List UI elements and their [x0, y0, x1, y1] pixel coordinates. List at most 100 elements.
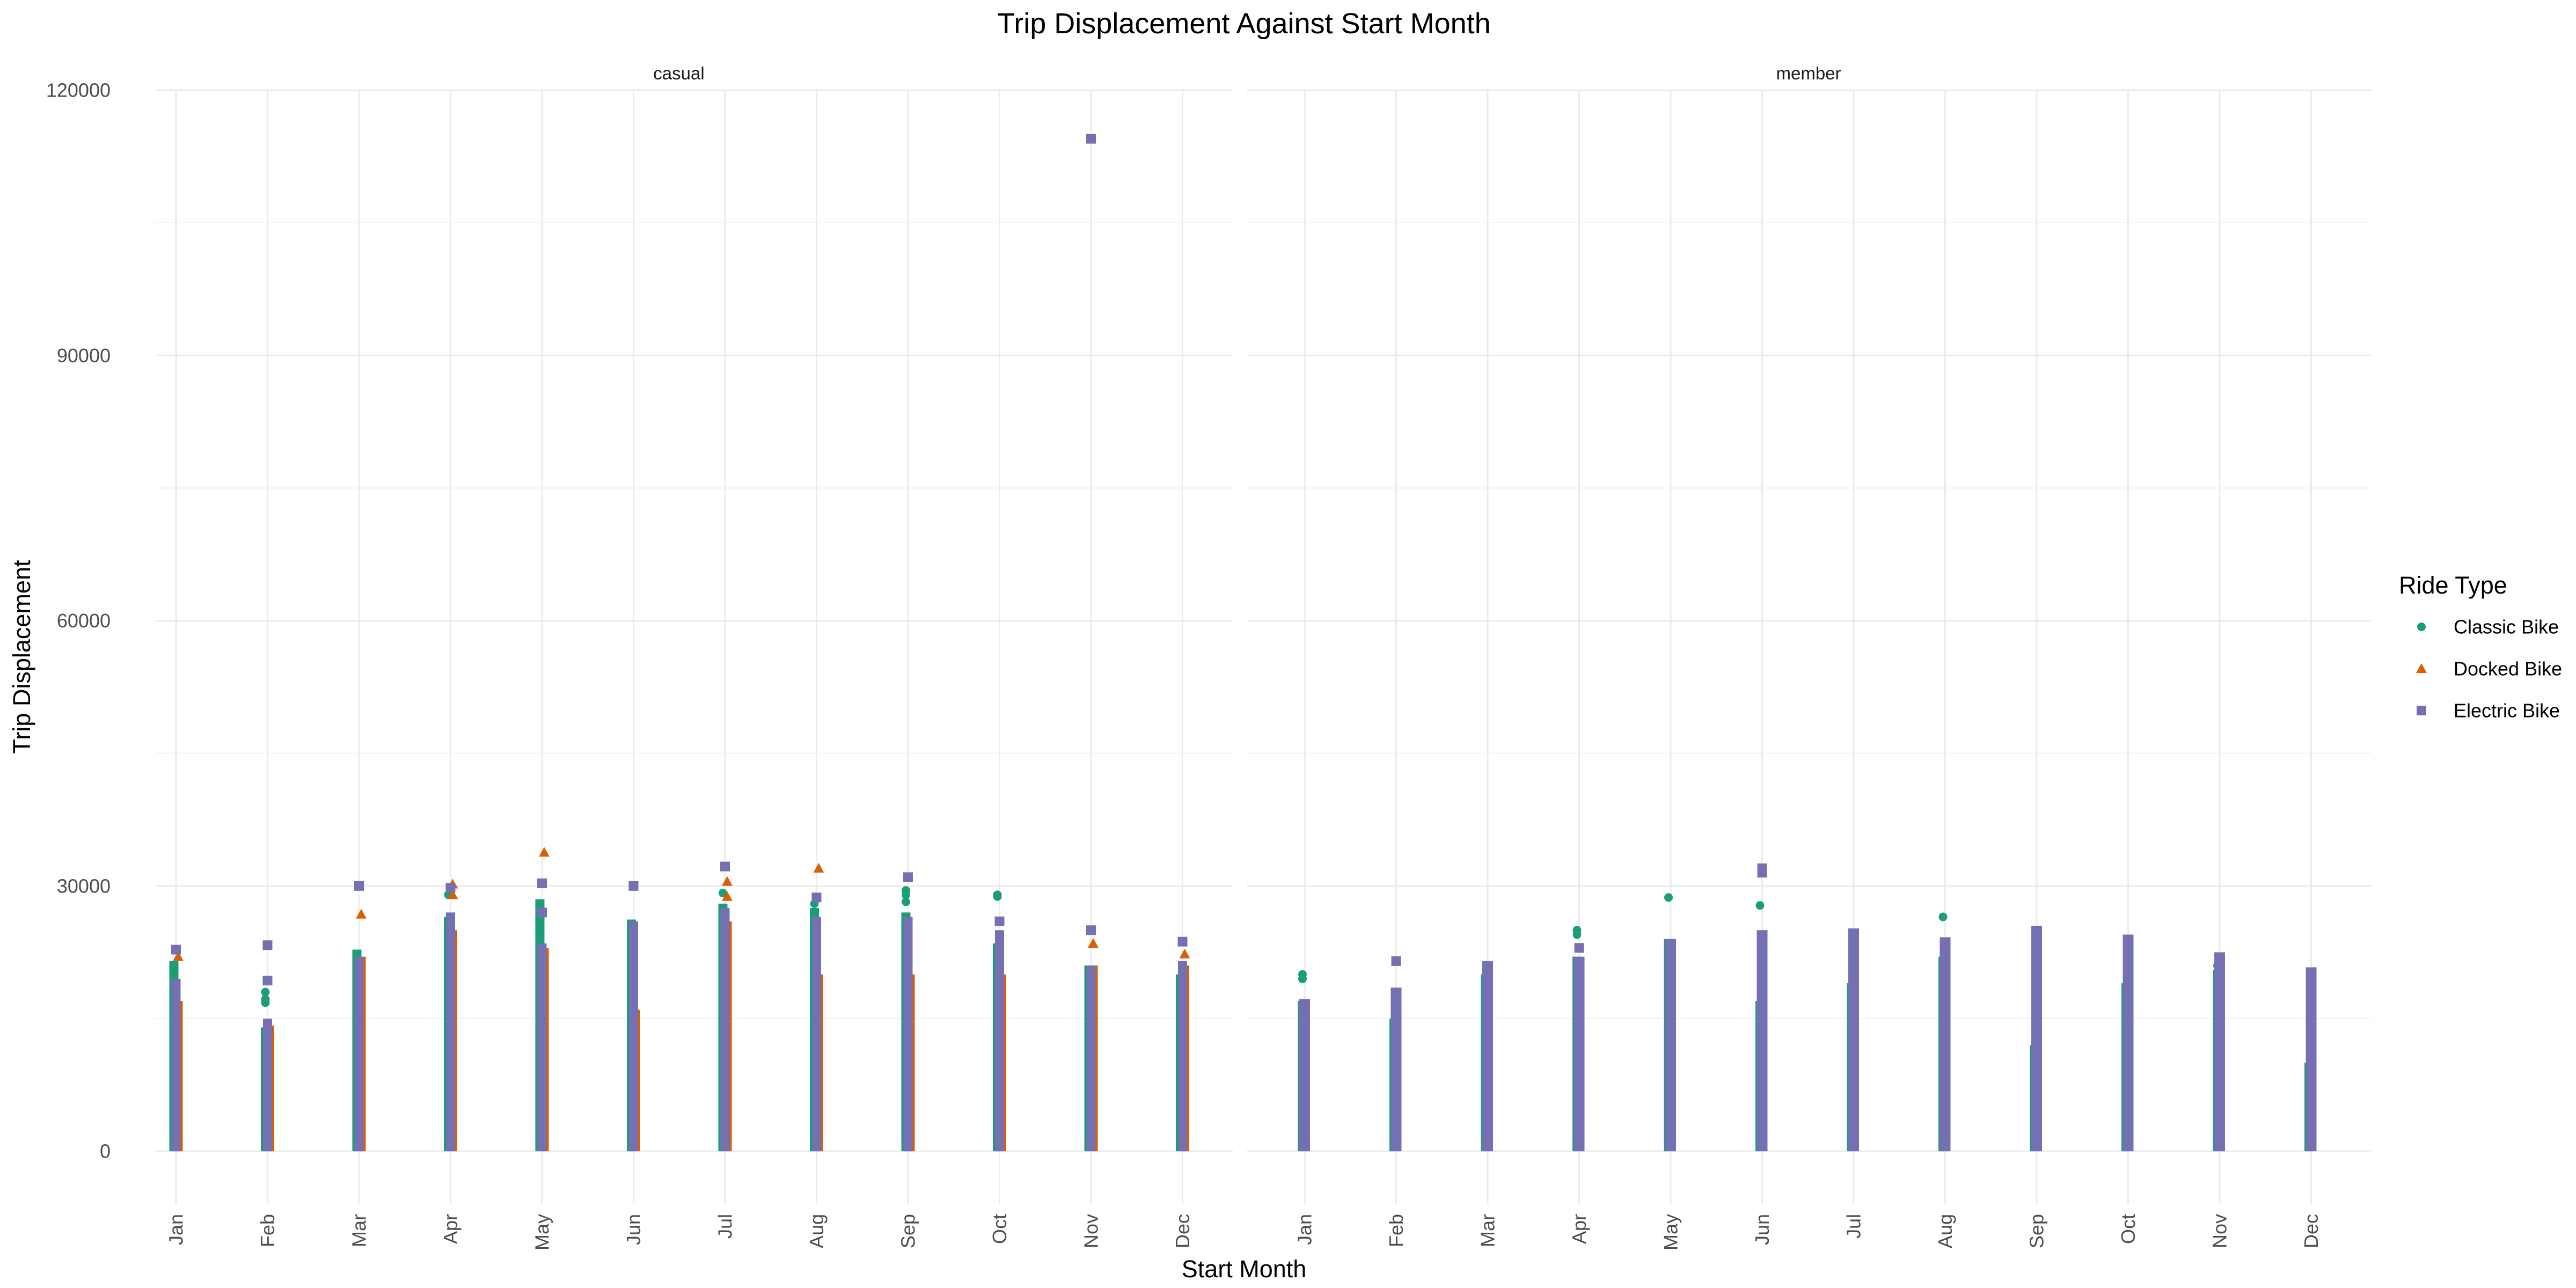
point-column-casual-electric-bike-jun	[629, 921, 638, 1152]
y-tick-label-60000: 60000	[57, 610, 111, 632]
point-casual-electric-bike-sep-0	[903, 872, 913, 882]
point-column-casual-electric-bike-may	[537, 943, 547, 1152]
point-column-member-electric-bike-jan	[1299, 999, 1310, 1152]
point-column-member-electric-bike-aug	[1940, 937, 1951, 1152]
point-casual-electric-bike-nov-1	[1086, 925, 1096, 935]
point-casual-docked-bike-jul-0	[722, 876, 733, 886]
point-casual-docked-bike-mar-0	[356, 909, 367, 919]
x-tick-label-nov: Nov	[2209, 1214, 2231, 1248]
point-casual-electric-bike-dec-0	[1177, 936, 1188, 947]
x-tick-label-aug: Aug	[1934, 1214, 1956, 1248]
point-casual-classic-bike-sep-2	[902, 897, 910, 906]
point-column-casual-electric-bike-jul	[720, 908, 730, 1152]
facet-label-member: member	[1776, 63, 1841, 83]
x-tick-label-jul: Jul	[1843, 1214, 1865, 1239]
y-axis-title: Trip Displacement	[8, 560, 35, 753]
facet-casual-panel: casual Jan Feb Mar Apr May Jun Jul Aug Sep Oct Nov…	[156, 63, 1233, 1250]
point-casual-electric-bike-aug-0	[811, 892, 822, 903]
point-column-casual-electric-bike-mar	[354, 956, 364, 1152]
grid-casual	[156, 89, 1233, 1204]
point-casual-electric-bike-apr-0	[445, 883, 456, 893]
x-tick-label-dec: Dec	[2300, 1214, 2322, 1248]
x-tick-label-aug: Aug	[806, 1214, 828, 1248]
x-tick-label-jul: Jul	[714, 1214, 736, 1239]
point-casual-classic-bike-feb-0	[261, 987, 270, 997]
x-tick-label-jun: Jun	[623, 1214, 645, 1245]
point-casual-docked-bike-dec-0	[1179, 948, 1190, 958]
point-member-classic-bike-aug-0	[1938, 912, 1948, 921]
point-column-member-electric-bike-dec	[2306, 967, 2317, 1152]
facet-label-casual: casual	[653, 63, 704, 83]
y-tick-label-0: 0	[100, 1140, 111, 1162]
point-casual-classic-bike-sep-1	[902, 890, 910, 899]
point-casual-classic-bike-oct-1	[993, 890, 1002, 899]
point-member-classic-bike-jun-0	[1755, 901, 1765, 910]
x-tick-label-may: May	[1660, 1214, 1682, 1250]
legend-label-electric-bike: Electric Bike	[2454, 700, 2560, 722]
x-tick-label-mar: Mar	[1477, 1214, 1499, 1247]
legend-label-docked-bike: Docked Bike	[2454, 658, 2562, 680]
point-casual-electric-bike-mar-0	[354, 881, 364, 891]
point-casual-docked-bike-may-0	[539, 847, 550, 857]
point-member-electric-bike-apr-0	[1574, 943, 1584, 953]
x-tick-label-sep: Sep	[897, 1214, 919, 1248]
point-column-member-electric-bike-jun	[1757, 930, 1768, 1152]
point-column-member-electric-bike-may	[1665, 939, 1676, 1152]
point-column-casual-electric-bike-nov	[1086, 965, 1096, 1152]
legend-title: Ride Type	[2399, 572, 2507, 599]
point-casual-electric-bike-jun-0	[628, 881, 639, 891]
y-tick-label-120000: 120000	[46, 79, 111, 101]
x-tick-label-oct: Oct	[2117, 1214, 2139, 1244]
point-column-member-electric-bike-oct	[2123, 934, 2134, 1152]
x-tick-label-apr: Apr	[1568, 1214, 1590, 1244]
x-tick-label-oct: Oct	[989, 1214, 1011, 1244]
point-casual-classic-bike-jan-0	[170, 965, 178, 975]
point-casual-docked-bike-jul-1	[722, 891, 733, 901]
point-column-casual-electric-bike-apr	[446, 912, 455, 1152]
point-casual-docked-bike-apr-1	[447, 889, 458, 899]
point-casual-classic-bike-may-0	[536, 899, 544, 908]
legend-key-docked-bike	[2416, 663, 2427, 673]
legend-label-classic-bike: Classic Bike	[2454, 616, 2559, 638]
point-casual-classic-bike-feb-2	[261, 998, 270, 1007]
legend-key-electric-bike	[2417, 706, 2426, 715]
legend: Ride Type Classic Bike Docked Bike Electri…	[2399, 572, 2562, 722]
legend-key-classic-bike	[2417, 623, 2426, 631]
point-casual-electric-bike-oct-0	[994, 916, 1005, 926]
points-casual	[169, 134, 1190, 1152]
grid-member	[1247, 89, 2371, 1204]
point-casual-electric-bike-jan-0	[171, 945, 181, 955]
point-casual-docked-bike-aug-0	[813, 862, 824, 873]
point-column-casual-electric-bike-dec	[1178, 961, 1187, 1152]
point-column-member-electric-bike-apr	[1574, 956, 1585, 1152]
point-column-casual-electric-bike-feb	[263, 1019, 272, 1152]
point-column-member-electric-bike-nov	[2214, 952, 2225, 1152]
point-casual-docked-bike-nov-0	[1088, 938, 1099, 948]
y-tick-label-30000: 30000	[57, 875, 111, 897]
point-casual-electric-bike-nov-0	[1086, 134, 1096, 144]
point-column-member-electric-bike-sep	[2031, 926, 2042, 1152]
x-tick-label-feb: Feb	[257, 1214, 279, 1247]
point-member-classic-bike-may-0	[1664, 893, 1673, 902]
x-tick-label-sep: Sep	[2026, 1214, 2048, 1248]
point-member-classic-bike-jan-1	[1298, 974, 1307, 983]
chart-title: Trip Displacement Against Start Month	[997, 8, 1490, 40]
x-tick-label-feb: Feb	[1385, 1214, 1407, 1247]
x-axis-title: Start Month	[1182, 1255, 1307, 1283]
point-casual-electric-bike-may-0	[537, 878, 547, 888]
point-column-casual-electric-bike-oct	[995, 930, 1004, 1152]
points-member	[1298, 863, 2317, 1152]
legend-entries: Classic Bike Docked Bike Electric Bike	[2416, 616, 2562, 722]
point-casual-docked-bike-jan-0	[173, 951, 184, 961]
point-member-electric-bike-jun-1	[1757, 868, 1767, 878]
point-column-member-electric-bike-jul	[1848, 928, 1859, 1152]
x-ticks-member: Jan Feb Mar Apr May Jun Jul Aug Sep Oct Nov Dec	[1294, 1214, 2323, 1250]
y-tick-label-90000: 90000	[57, 345, 111, 367]
x-tick-label-may: May	[531, 1214, 553, 1250]
facet-member-panel: member Jan Feb Mar Apr May Jun Jul Aug Sep Oct Nov…	[1247, 63, 2371, 1250]
point-member-classic-bike-apr-1	[1572, 930, 1582, 939]
x-tick-label-apr: Apr	[440, 1214, 462, 1244]
point-member-electric-bike-feb-0	[1391, 956, 1401, 966]
x-tick-label-jan: Jan	[165, 1214, 187, 1245]
